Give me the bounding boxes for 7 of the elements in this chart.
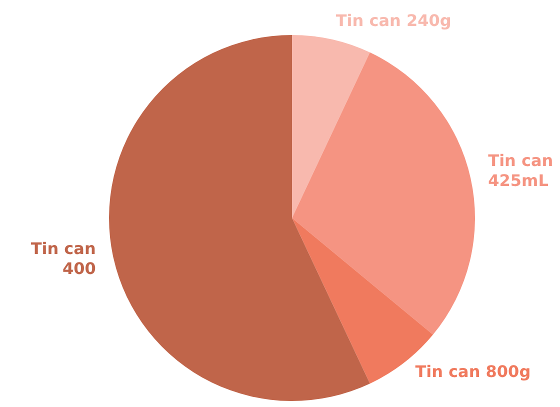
pie-slice (109, 35, 370, 401)
slice-label: Tin can 240g (336, 10, 452, 30)
slice-label: Tin can 425mL (488, 151, 554, 190)
slice-label: Tin can 800g (415, 362, 531, 381)
slice-label: Tin can 400 (30, 238, 96, 278)
pie-slice (292, 52, 475, 335)
pie-slice (292, 35, 370, 218)
